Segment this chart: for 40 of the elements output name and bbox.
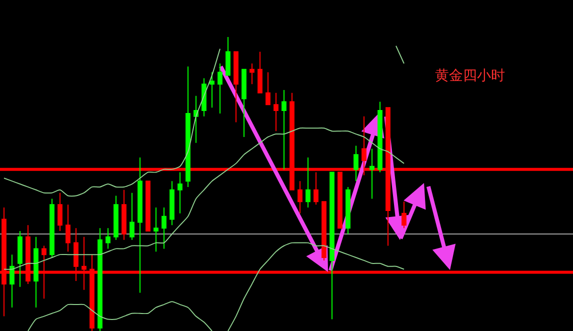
candlestick <box>322 201 326 261</box>
candlestick <box>330 172 334 320</box>
candlestick <box>178 172 182 214</box>
candlestick <box>402 201 406 229</box>
candlestick <box>194 95 198 144</box>
candlestick <box>106 228 110 250</box>
candlestick <box>122 189 126 240</box>
text: 黄金四小时 <box>435 68 505 84</box>
candlestick <box>250 63 254 85</box>
candlestick <box>130 192 134 240</box>
candlestick <box>234 51 238 123</box>
candlestick <box>10 254 14 308</box>
candlestick <box>58 192 62 232</box>
candlestick <box>114 195 118 240</box>
candlestick <box>146 180 150 232</box>
candlestick <box>370 148 374 200</box>
candlestick <box>170 180 174 226</box>
candlestick <box>34 236 38 308</box>
candlestick <box>282 89 286 170</box>
candlestick <box>50 198 54 258</box>
candlestick <box>218 63 222 114</box>
candlestick <box>138 157 142 294</box>
candlestick <box>162 207 166 250</box>
candlestick <box>274 92 278 132</box>
candlestick <box>354 145 358 182</box>
candlestick <box>226 36 230 76</box>
candlestick <box>258 51 262 94</box>
candlestick <box>298 180 302 214</box>
candlestick <box>306 157 310 208</box>
candlestick <box>210 72 214 108</box>
candlestick <box>378 101 382 173</box>
candlestick <box>186 66 190 188</box>
candlestick <box>242 68 246 138</box>
candlestick <box>202 78 206 117</box>
candlestick <box>66 204 70 252</box>
candlestick <box>266 72 270 106</box>
candlestick <box>346 186 350 234</box>
candlestick <box>18 230 22 288</box>
candlestick <box>154 207 158 252</box>
candlestick <box>98 228 102 331</box>
